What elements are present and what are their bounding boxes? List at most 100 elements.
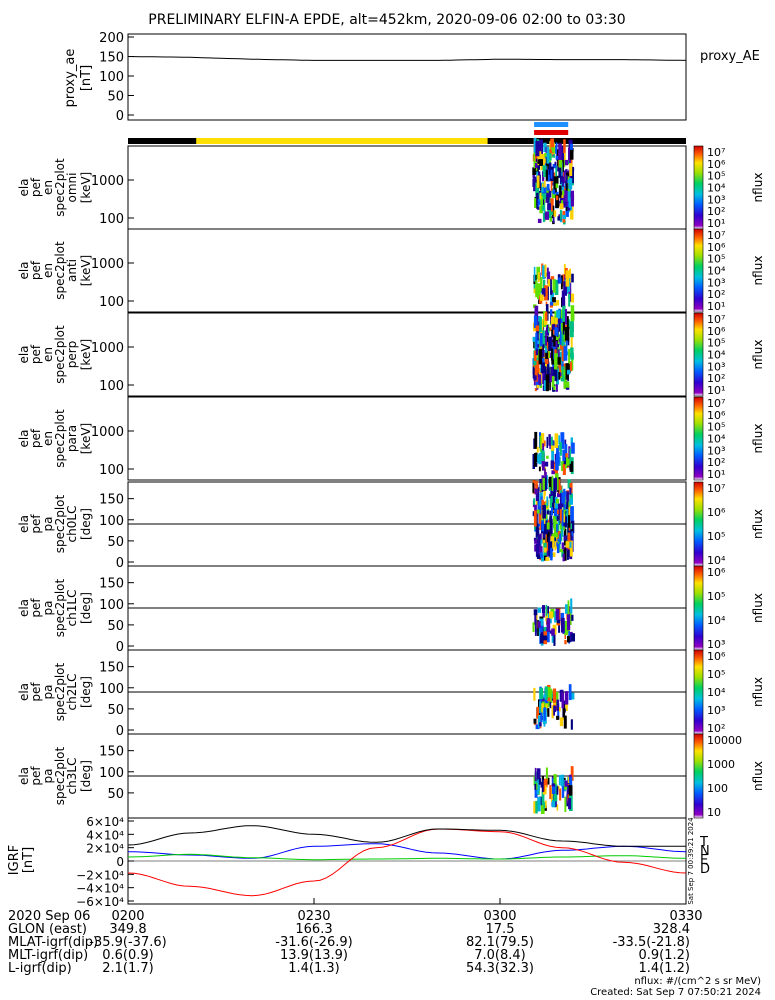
spectrogram-pixel [564,159,569,166]
igrf-legend-D: D [700,862,710,877]
spectrogram-pixel [551,324,556,330]
spectrogram-pixel [561,297,566,308]
spectrogram-pixel [560,209,562,220]
spectrogram-pixel [560,617,565,633]
energy-panel-ylabel: pef [29,344,43,364]
pa-panel-ylabel: ch2LC [65,674,79,711]
spectrogram-pixel [564,444,568,454]
spectrogram-pixel [568,293,571,307]
spectrogram-pixel [565,512,568,517]
xaxis-tick-label: 0300 [483,909,516,924]
spectrogram-pixel [538,715,541,728]
spectrogram-pixel [564,327,568,341]
spectrogram-pixel [535,487,540,503]
spectrogram-pixel [566,547,569,560]
pa-ytick-label: 100 [99,766,124,781]
spectrogram-pixel [549,352,553,358]
igrf-ytick-label: 6×10⁴ [86,815,124,829]
spectrogram-pixel [553,515,557,528]
spectrogram-pixel [562,214,567,220]
energy-panel-ylabel: pef [29,177,43,197]
spectrogram-pixel [550,485,553,503]
spectrogram-pixel [551,783,556,787]
spectrogram-pixel [550,178,553,192]
spectrogram-pixel [533,510,537,527]
spectrogram-pixel [546,324,549,329]
spectrogram-pixel [566,316,569,332]
spectrogram-pixel [532,366,536,379]
spectrogram-pixel [545,169,548,181]
spectrogram-pixel [556,543,560,554]
spectrogram-pixel [533,498,536,506]
spectrogram-pixel [540,433,545,449]
spectrogram-pixel [546,455,549,459]
energy-colorbar-tick-label: 10¹ [707,384,725,397]
pa-colorbar-tick-label: 1000 [707,758,735,771]
ae-ylabel-unit: [nT] [79,65,94,91]
spectrogram-pixel [544,180,546,188]
xaxis-row-value: 1.4(1.2) [639,961,691,976]
spectrogram-pixel [545,359,549,372]
spectrogram-pixel [549,216,553,222]
spectrogram-pixel [562,449,566,461]
spectrogram-pixel [554,161,557,166]
spectrogram-pixel [535,501,538,506]
spectrogram-pixel [548,271,551,281]
spectrogram-pixel [565,511,568,528]
science-zone-bar-red [534,130,569,135]
spectrogram-pixel [559,203,564,210]
igrf-ytick-label: 4×10⁴ [86,828,124,842]
spectrogram-pixel [550,507,554,516]
spectrogram-pixel [566,457,570,466]
spectrogram-pixel [553,386,556,390]
spectrogram-pixel [554,353,558,370]
spectrogram-pixel [546,146,550,164]
spectrogram-pixel [548,149,552,161]
spectrogram-pixel [569,268,571,283]
energy-panel-frame [127,312,687,397]
pa-ytick-label: 50 [107,535,124,550]
pa-panel-ylabel: pef [29,514,43,534]
xaxis-row-value: 7.0(8.4) [474,948,526,963]
spectrogram-pixel [555,341,558,349]
spectrogram-pixel [546,193,550,203]
spectrogram-pixel [537,607,542,613]
pa-panel-ylabel: ch3LC [65,758,79,795]
spectrogram-pixel [568,178,573,190]
spectrogram-pixel [542,165,547,172]
energy-ytick-label: 1000 [91,174,124,189]
spectrogram-pixel [563,526,565,531]
spectrogram-pixel [537,500,541,514]
spectrogram-pixel [571,273,574,283]
spectrogram-pixel [555,142,558,154]
spectrogram-pixel [549,487,551,491]
spectrogram-pixel [539,140,542,156]
spectrogram-pixel [568,543,571,557]
igrf-ytick-label: 2×10⁴ [86,842,124,856]
spectrogram-pixel [557,318,561,324]
spectrogram-pixel [536,554,541,559]
energy-colorbar-label: nflux [751,424,765,454]
spectrogram-pixel [569,487,572,495]
spectrogram-pixel [545,604,548,617]
spectrogram-pixel [546,267,549,284]
energy-colorbar-tick-label: 10⁵ [707,253,725,266]
spectrogram-pixel [551,205,555,219]
spectrogram-pixel [549,701,552,709]
spectrogram-pixel [553,522,558,534]
pa-panel-ylabel: ch1LC [65,590,79,627]
spectrogram-pixel [550,276,555,280]
energy-colorbar-tick-label: 10³ [707,276,725,289]
energy-panel-ylabel: ela [17,261,31,279]
spectrogram-pixel [568,147,572,161]
spectrogram-pixel [535,480,538,489]
pa-colorbar-tick-label: 10⁴ [707,614,726,627]
pa-colorbar-tick-label: 10³ [707,704,725,717]
igrf-ylabel-unit: [nT] [21,847,36,873]
spectrogram-pixel [534,364,538,382]
spectrogram-pixel [551,475,554,491]
status-bar-yellow [196,138,488,144]
spectrogram-pixel [552,552,556,557]
energy-panel-ylabel: [keV] [79,423,93,454]
energy-colorbar-tick-label: 10⁴ [707,349,726,362]
